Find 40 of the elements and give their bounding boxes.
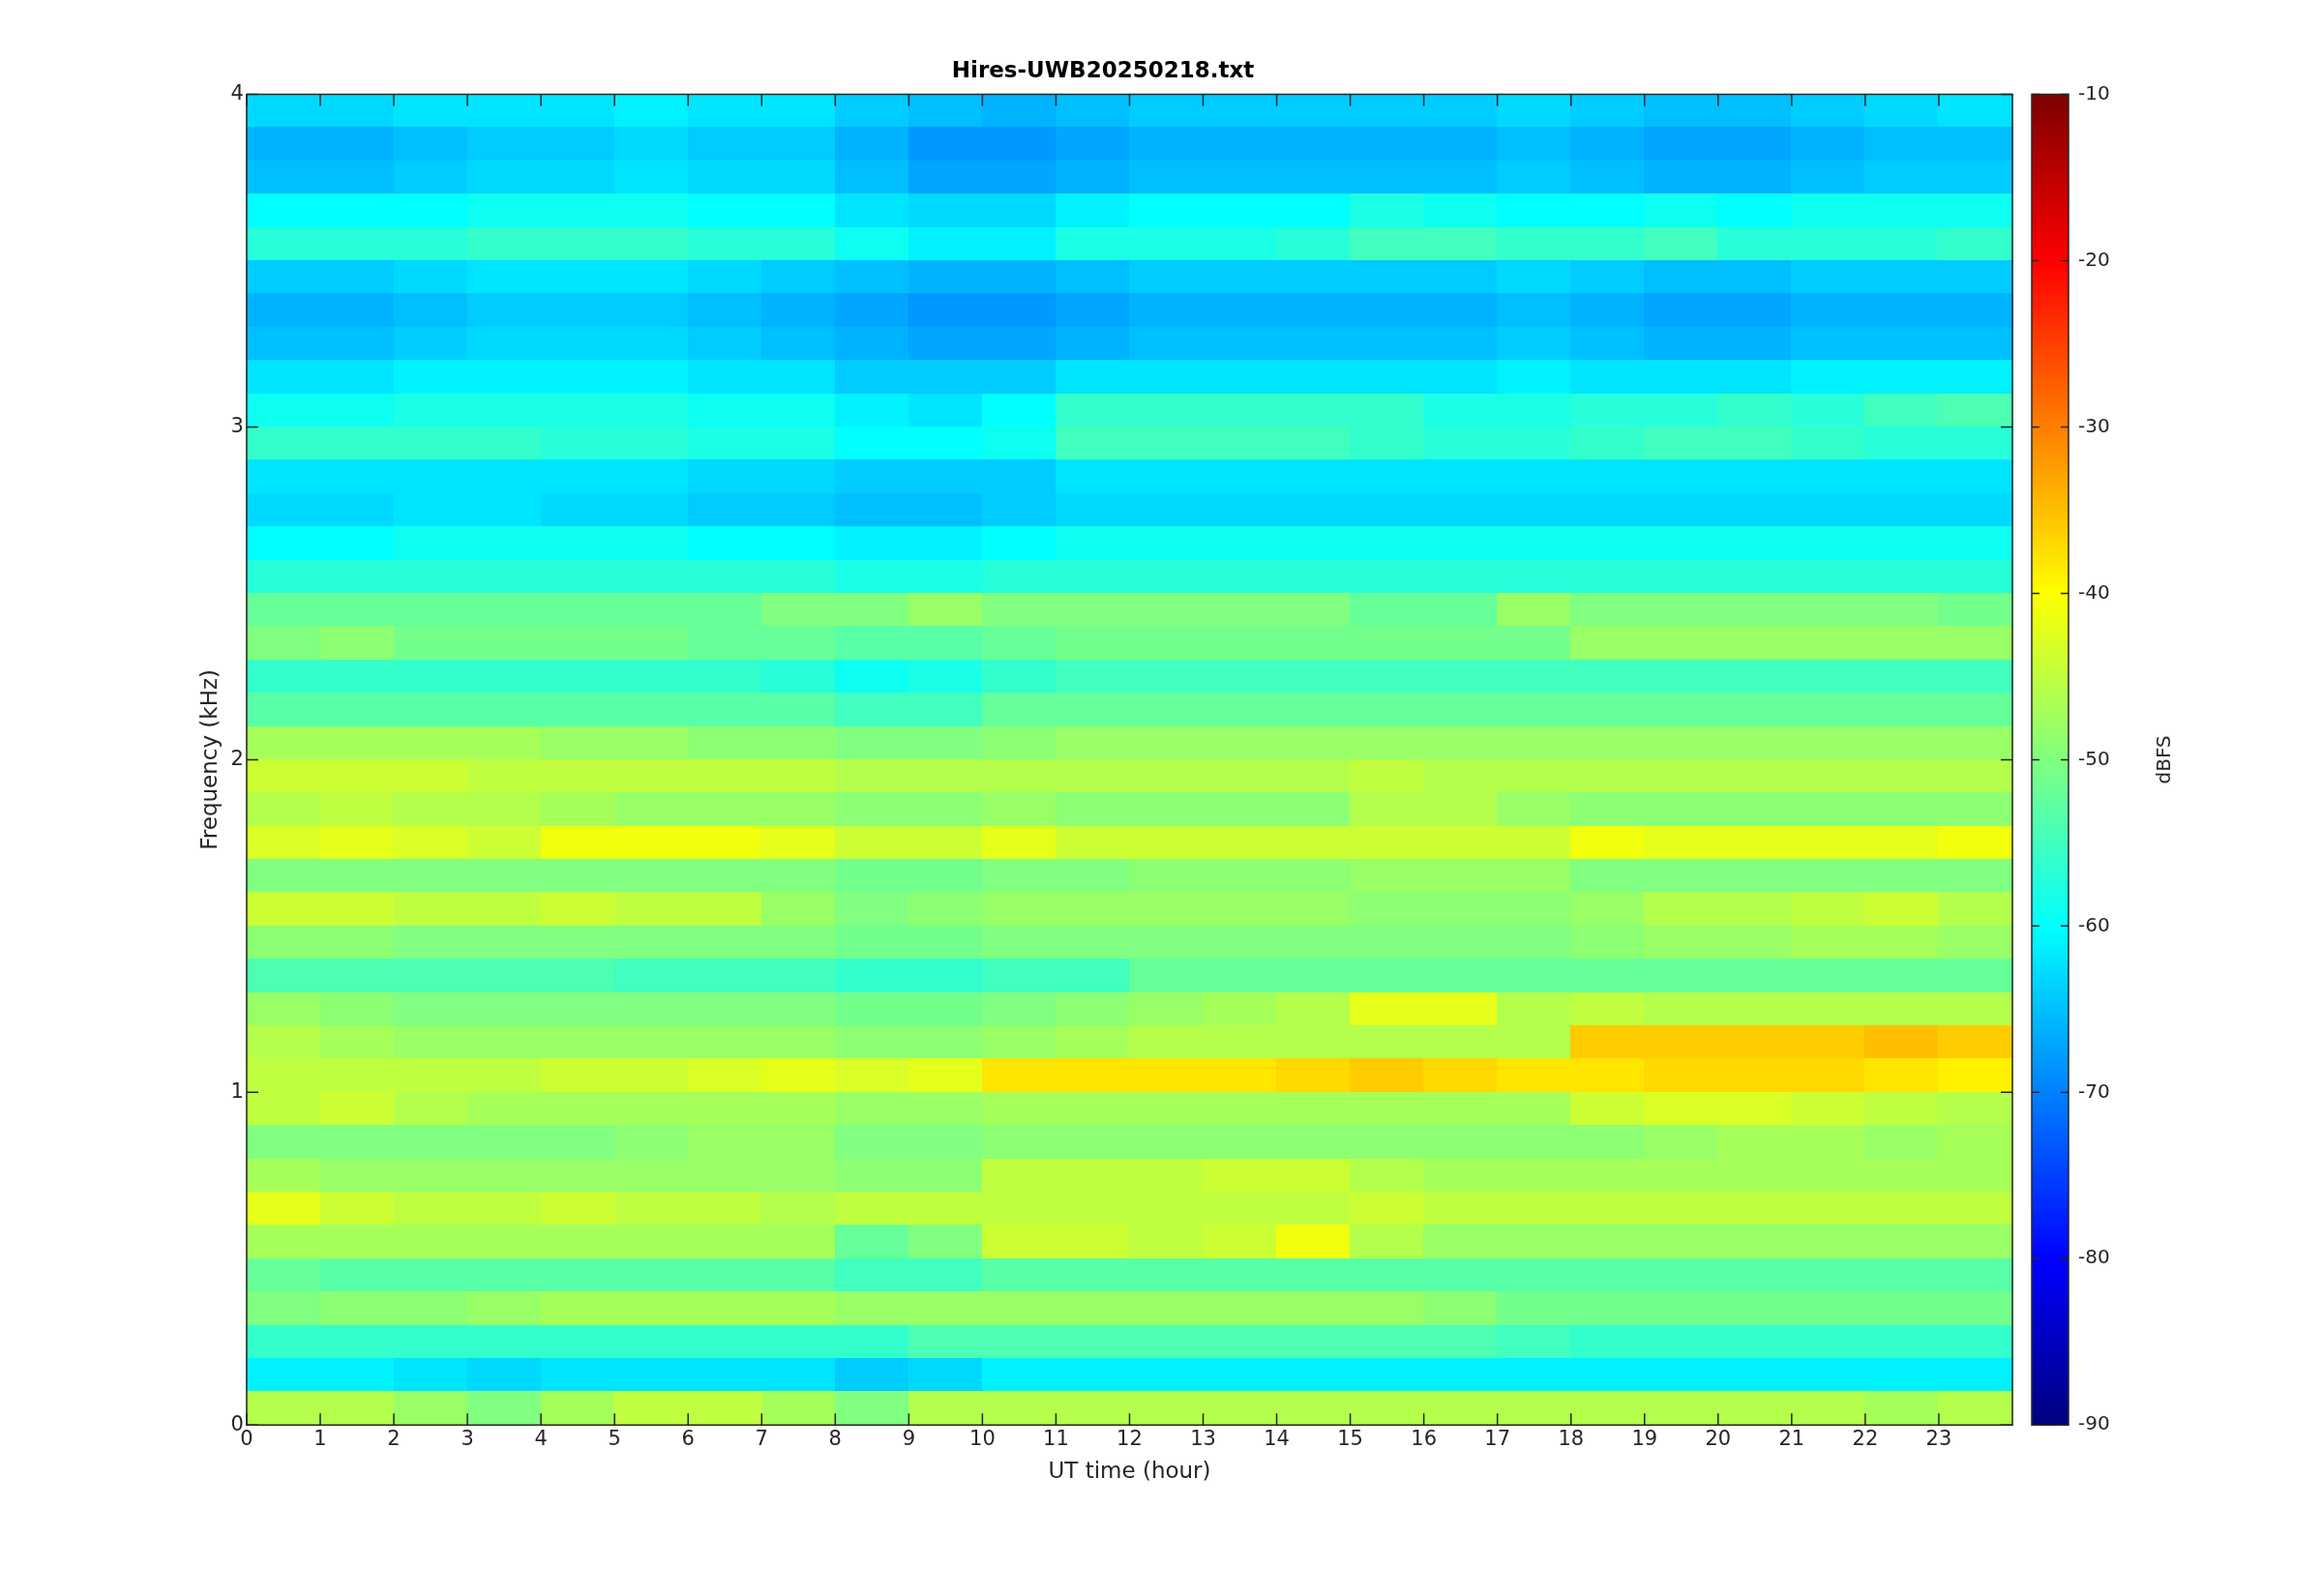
y-tick-label: 1: [230, 1079, 244, 1103]
x-tick-label: 9: [902, 1427, 916, 1451]
x-tick-label: 11: [1043, 1427, 1069, 1451]
color-bar-title: dBFS: [2152, 735, 2176, 784]
x-tick-label: 18: [1558, 1427, 1585, 1451]
x-tick-label: 2: [387, 1427, 401, 1451]
color-bar-label: -60: [2078, 912, 2110, 936]
x-tick-label: 16: [1411, 1427, 1438, 1451]
x-tick-label: 7: [755, 1427, 768, 1451]
x-tick-label: 5: [608, 1427, 621, 1451]
chart-title: Hires-UWB20250218.txt: [951, 56, 1255, 82]
x-tick-label: 10: [969, 1427, 996, 1451]
color-bar-label: -50: [2078, 746, 2110, 770]
x-tick-label: 4: [534, 1427, 548, 1451]
color-bar-label: -70: [2078, 1079, 2110, 1103]
color-bar-label: -30: [2078, 413, 2110, 437]
color-bar-label: -20: [2078, 247, 2110, 271]
x-tick-label: 1: [313, 1427, 327, 1451]
x-axis-title: UT time (hour): [1048, 1458, 1211, 1484]
x-tick-label: 23: [1925, 1427, 1952, 1451]
x-tick-label: 21: [1778, 1427, 1805, 1451]
color-bar-label: -80: [2078, 1245, 2110, 1269]
y-tick-label: 2: [230, 746, 244, 770]
y-axis-title: Frequency (kHz): [195, 669, 222, 850]
color-bar-label: -10: [2078, 80, 2110, 104]
x-tick-label: 12: [1116, 1427, 1143, 1451]
x-tick-label: 19: [1631, 1427, 1658, 1451]
y-tick-label: 4: [230, 81, 244, 105]
x-tick-label: 20: [1705, 1427, 1732, 1451]
x-tick-label: 14: [1264, 1427, 1290, 1451]
x-tick-label: 3: [461, 1427, 474, 1451]
x-tick-label: 15: [1337, 1427, 1363, 1451]
x-tick-label: 13: [1190, 1427, 1216, 1451]
x-tick-label: 8: [828, 1427, 842, 1451]
x-tick-label: 17: [1484, 1427, 1511, 1451]
y-tick-label: 3: [230, 413, 244, 437]
x-tick-label: 22: [1852, 1427, 1879, 1451]
color-bar-label: -40: [2078, 579, 2110, 604]
x-tick-label: 6: [681, 1427, 695, 1451]
color-bar-label: -90: [2078, 1411, 2110, 1435]
